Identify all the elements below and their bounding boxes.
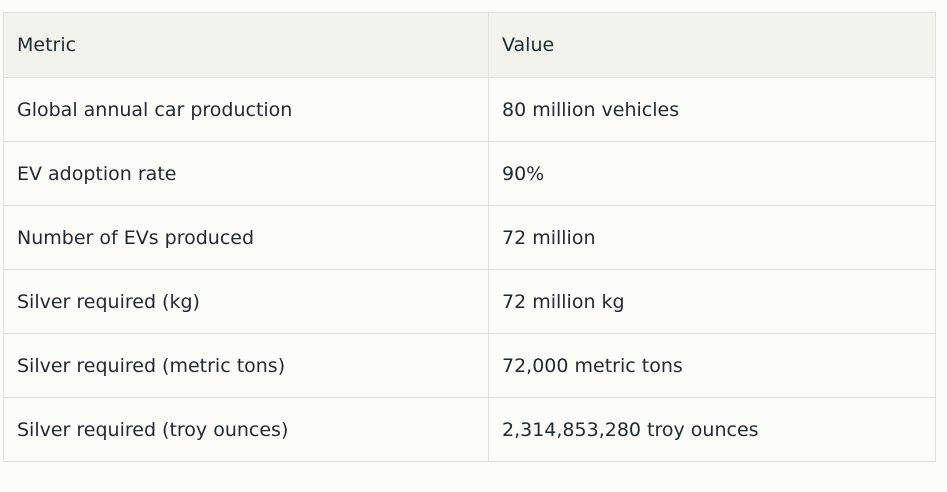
table-row: Silver required (kg) 72 million kg: [3, 269, 936, 334]
metric-cell: Silver required (kg): [3, 269, 489, 334]
metric-cell: EV adoption rate: [3, 141, 489, 206]
value-cell: 80 million vehicles: [488, 77, 936, 142]
value-cell: 72,000 metric tons: [488, 333, 936, 398]
column-header-value: Value: [488, 12, 936, 78]
metric-cell: Global annual car production: [3, 77, 489, 142]
table-header-row: Metric Value: [3, 12, 936, 78]
value-cell: 90%: [488, 141, 936, 206]
value-cell: 2,314,853,280 troy ounces: [488, 397, 936, 462]
metric-cell: Silver required (metric tons): [3, 333, 489, 398]
table-row: EV adoption rate 90%: [3, 141, 936, 206]
table-row: Number of EVs produced 72 million: [3, 205, 936, 270]
table-row: Silver required (metric tons) 72,000 met…: [3, 333, 936, 398]
table-row: Silver required (troy ounces) 2,314,853,…: [3, 397, 936, 462]
column-header-metric: Metric: [3, 12, 489, 78]
value-cell: 72 million kg: [488, 269, 936, 334]
data-table: Metric Value Global annual car productio…: [3, 12, 936, 462]
value-cell: 72 million: [488, 205, 936, 270]
metric-cell: Silver required (troy ounces): [3, 397, 489, 462]
table-row: Global annual car production 80 million …: [3, 77, 936, 142]
table-container: Metric Value Global annual car productio…: [3, 12, 936, 462]
metric-cell: Number of EVs produced: [3, 205, 489, 270]
